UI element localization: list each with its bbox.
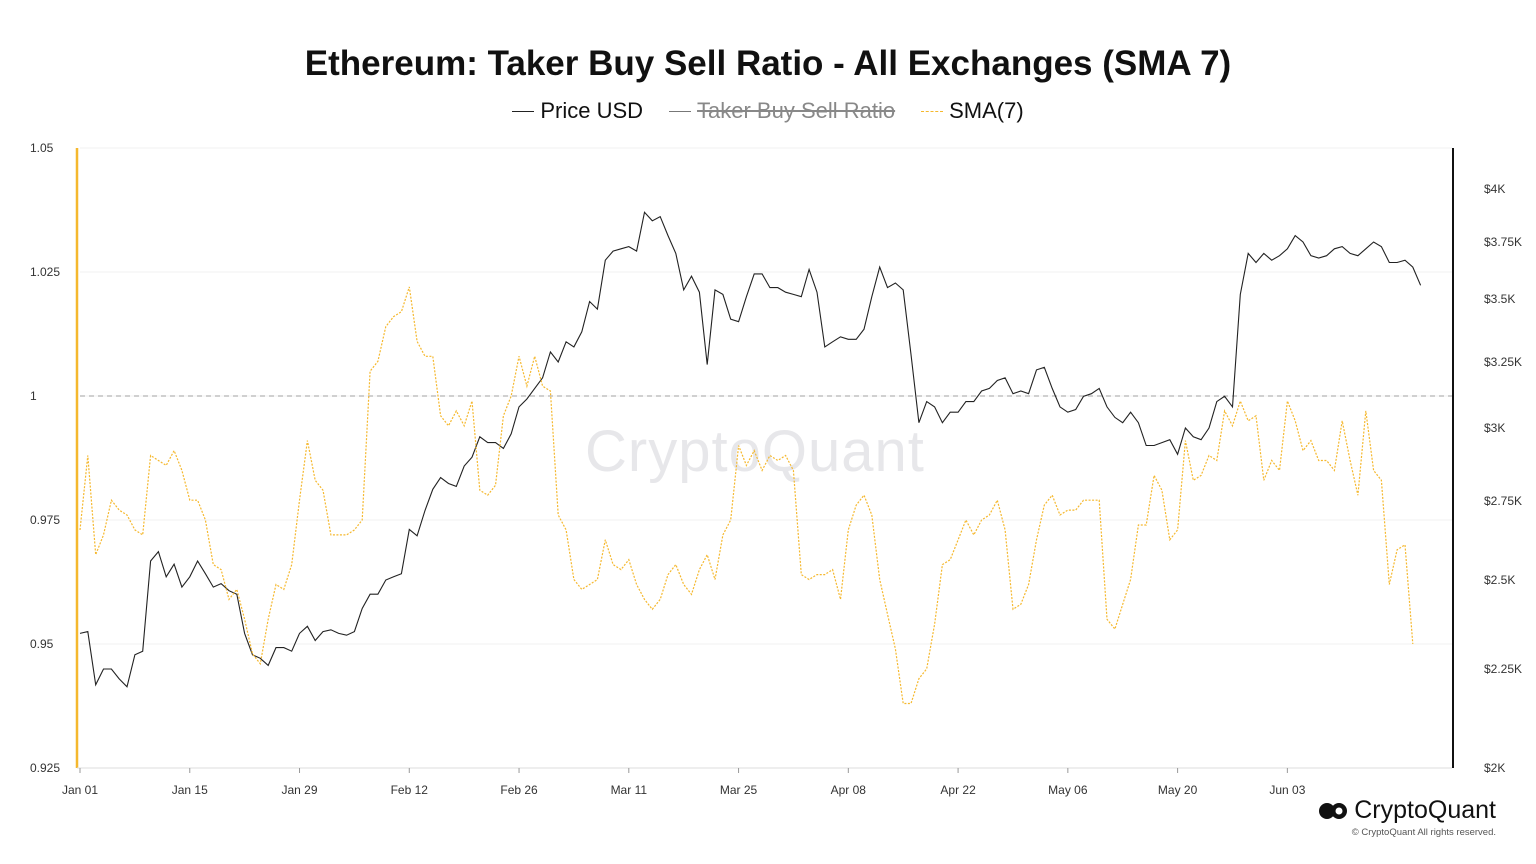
left-tick-label: 0.975 [30, 513, 60, 527]
x-tick-label: Jan 01 [62, 783, 98, 797]
legend-swatch-price [512, 110, 535, 112]
legend-label-sma: SMA(7) [949, 98, 1024, 123]
x-tick-label: Mar 11 [611, 783, 648, 797]
right-tick-label: $2K [1484, 761, 1505, 775]
right-tick-label: $3.5K [1484, 292, 1515, 306]
right-tick-label: $2.25K [1484, 662, 1522, 676]
legend: Price USD Taker Buy Sell Ratio SMA(7) [0, 98, 1536, 124]
legend-item-sma[interactable]: SMA(7) [921, 98, 1024, 124]
x-tick-label: May 20 [1158, 783, 1198, 797]
right-tick-label: $4K [1484, 182, 1505, 196]
legend-swatch-taker-ratio [669, 110, 692, 112]
brand-name-text: CryptoQuant [1354, 796, 1496, 824]
x-tick-label: Feb 12 [391, 783, 429, 797]
left-tick-label: 1 [30, 389, 37, 403]
right-tick-label: $3.75K [1484, 235, 1522, 249]
legend-item-taker-ratio[interactable]: Taker Buy Sell Ratio [669, 98, 895, 124]
legend-label-price: Price USD [540, 98, 644, 123]
brand-name: CryptoQuant [1318, 796, 1496, 825]
right-tick-label: $2.5K [1484, 573, 1515, 587]
x-tick-label: Jun 03 [1269, 783, 1305, 797]
x-tick-label: Feb 26 [500, 783, 538, 797]
left-tick-label: 1.025 [30, 265, 60, 279]
chart-title: Ethereum: Taker Buy Sell Ratio - All Exc… [304, 44, 1232, 83]
brand-copyright: © CryptoQuant All rights reserved. [1351, 827, 1496, 838]
right-tick-label: $2.75K [1484, 494, 1522, 508]
legend-swatch-sma [921, 110, 944, 112]
sma-series-line [79, 286, 1414, 705]
brand-logo-icon [1319, 802, 1348, 819]
x-tick-label: Jan 29 [282, 783, 318, 797]
x-tick-label: Mar 25 [720, 783, 758, 797]
legend-item-price[interactable]: Price USD [512, 98, 643, 124]
brand: CryptoQuant © CryptoQuant All rights res… [1318, 796, 1496, 838]
x-tick-label: Apr 08 [831, 783, 867, 797]
right-tick-label: $3.25K [1484, 355, 1522, 369]
x-tick-label: Apr 22 [940, 783, 976, 797]
left-tick-label: 1.05 [30, 141, 54, 155]
left-tick-label: 0.925 [30, 761, 60, 775]
x-tick-label: May 06 [1048, 783, 1088, 797]
right-tick-label: $3K [1484, 421, 1505, 435]
price-series-line [79, 211, 1422, 688]
x-tick-label: Jan 15 [172, 783, 208, 797]
legend-label-taker-ratio: Taker Buy Sell Ratio [697, 98, 896, 123]
left-tick-label: 0.95 [30, 637, 54, 651]
